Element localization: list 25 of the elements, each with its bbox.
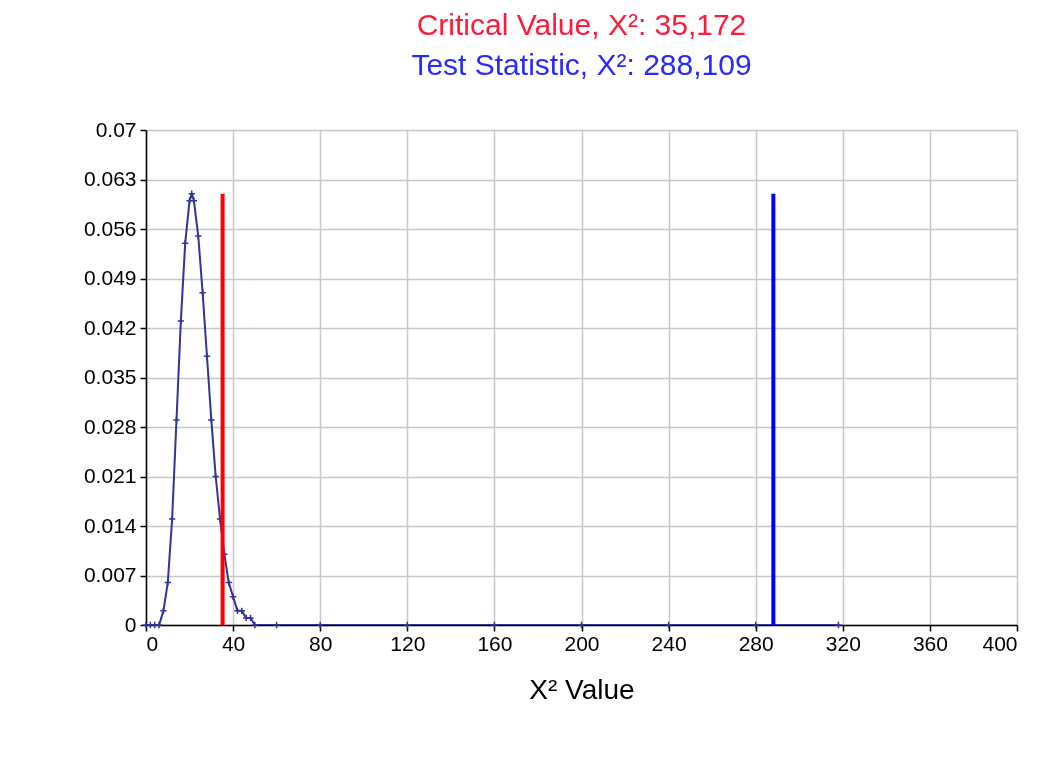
x-tick-label: 40 [221, 631, 246, 655]
x-tick-label: 120 [390, 631, 426, 655]
y-tick-label: 0.035 [83, 365, 137, 388]
y-tick-label: 0.021 [83, 464, 137, 487]
y-tick-label: 0.056 [83, 216, 137, 240]
x-axis-title: X² Value [529, 673, 635, 705]
y-tick-label: 0.07 [95, 117, 137, 141]
x-tick-label: 160 [477, 631, 513, 655]
chart-title: Critical Value, X²: 35,172 [416, 8, 747, 41]
y-tick-label: 0.007 [83, 563, 137, 586]
y-tick-label: 0.042 [83, 315, 137, 339]
x-tick-label: 280 [738, 631, 774, 655]
y-tick-label: 0.028 [83, 414, 137, 438]
y-tick-label: 0.063 [83, 167, 137, 190]
y-tick-label: 0.049 [83, 266, 137, 289]
x-tick-label: 0 [146, 631, 159, 655]
x-tick-label: 400 [982, 631, 1018, 655]
x-tick-label: 200 [564, 631, 600, 655]
x-tick-label: 320 [825, 631, 861, 655]
x-tick-label: 80 [309, 631, 333, 655]
y-tick-label: 0 [124, 612, 137, 636]
y-tick-label: 0.014 [83, 513, 137, 537]
chart-subtitle: Test Statistic, X²: 288,109 [411, 48, 752, 81]
x-tick-label: 360 [912, 631, 948, 655]
x-tick-label: 240 [651, 631, 687, 655]
